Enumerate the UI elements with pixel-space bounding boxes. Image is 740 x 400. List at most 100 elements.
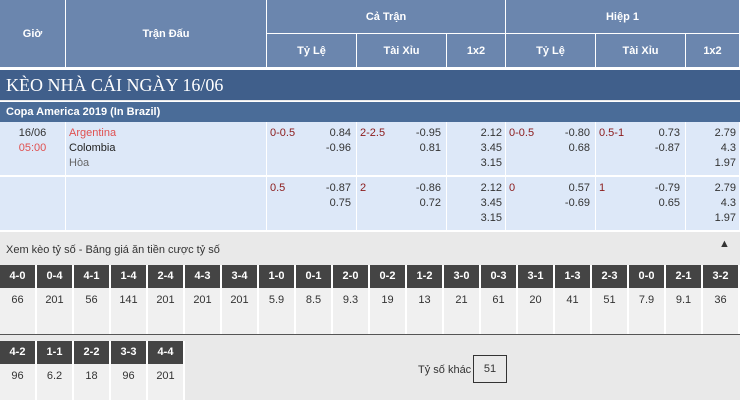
score-cell[interactable]: 2-3 51 (592, 265, 629, 334)
odds-value[interactable]: 3.15 (480, 157, 502, 169)
score-caption: Xem kèo tỷ số - Bảng giá ăn tiền cược tỷ… (6, 244, 220, 256)
col-ft-tai-xiu: Tài Xỉu (357, 34, 447, 68)
score-label: 1-0 (259, 265, 294, 288)
odds-value[interactable]: 2.12 (480, 182, 502, 194)
odds-value[interactable]: 0.84 (329, 127, 351, 139)
odds-value[interactable]: 2.79 (714, 182, 736, 194)
page-title: KÈO NHÀ CÁI NGÀY 16/06 (0, 68, 740, 100)
line-value: 2-2.5 (360, 127, 386, 139)
col-hiep1: Hiệp 1 (506, 0, 740, 34)
odds-value[interactable]: -0.86 (415, 182, 441, 194)
score-cell[interactable]: 1-2 13 (407, 265, 444, 334)
score-label: 2-4 (148, 265, 183, 288)
score-cell[interactable]: 2-2 18 (74, 341, 111, 400)
odds-value[interactable]: -0.80 (564, 127, 590, 139)
col-h1-tai-xiu: Tài Xỉu (596, 34, 686, 68)
score-label: 0-1 (296, 265, 331, 288)
odds-value[interactable]: 1.97 (714, 157, 736, 169)
score-label: 4-1 (74, 265, 109, 288)
odds-cell: 1 -0.79 0.65 (596, 177, 686, 230)
odds-value[interactable]: 2.12 (480, 127, 502, 139)
col-tran-dau: Trận Đấu (66, 0, 267, 68)
odds-value[interactable]: -0.95 (415, 127, 441, 139)
odds-value[interactable]: 3.45 (480, 197, 502, 209)
score-label: 3-3 (111, 341, 146, 364)
score-label: 1-3 (555, 265, 590, 288)
score-cell[interactable]: 1-3 41 (555, 265, 592, 334)
score-cell[interactable]: 2-4 201 (148, 265, 185, 334)
away-team[interactable]: Colombia (69, 142, 116, 154)
score-label: 0-2 (370, 265, 405, 288)
score-cell[interactable]: 4-0 66 (0, 265, 37, 334)
col-h1-ty-le: Tỷ Lệ (506, 34, 596, 68)
score-label: 3-1 (518, 265, 553, 288)
score-label: 4-0 (0, 265, 35, 288)
odds-value[interactable]: 0.81 (419, 142, 441, 154)
odds-values: -0.80 0.68 (565, 126, 590, 156)
odds-value[interactable]: 0.57 (568, 182, 590, 194)
score-odds: 9.1 (666, 288, 701, 334)
odds-value[interactable]: 0.68 (568, 142, 590, 154)
odds-value[interactable]: 1.97 (714, 212, 736, 224)
collapse-triangle-up-icon[interactable]: ▲ (719, 238, 730, 250)
score-odds: 36 (703, 288, 738, 334)
score-label: 0-3 (481, 265, 516, 288)
score-cell[interactable]: 4-2 96 (0, 341, 37, 400)
score-cell[interactable]: 3-0 21 (444, 265, 481, 334)
score-cell[interactable]: 0-1 8.5 (296, 265, 333, 334)
score-label: 1-1 (37, 341, 72, 364)
odds-value[interactable]: 4.3 (720, 197, 736, 209)
line-value: 1 (599, 182, 606, 194)
odds-values: 0.73 -0.87 (655, 126, 680, 156)
col-ft-1x2: 1x2 (447, 34, 506, 68)
match-row: 0.5 -0.87 0.75 2 -0.86 0.72 0 0.57 -0.69 1 -0.79 0.… (0, 177, 740, 232)
score-odds: 21 (444, 288, 479, 334)
odds-cell: 0-0.5 -0.80 0.68 (506, 122, 596, 175)
odds-value[interactable]: -0.96 (325, 142, 351, 154)
score-cell[interactable]: 0-3 61 (481, 265, 518, 334)
odds-value[interactable]: -0.79 (654, 182, 680, 194)
score-cell[interactable]: 3-1 20 (518, 265, 555, 334)
score-cell[interactable]: 0-0 7.9 (629, 265, 666, 334)
odds-value[interactable]: -0.87 (654, 142, 680, 154)
score-odds: 7.9 (629, 288, 664, 334)
col-h1-1x2: 1x2 (686, 34, 740, 68)
odds-value[interactable]: -0.87 (325, 182, 351, 194)
score-cell[interactable]: 1-0 5.9 (259, 265, 296, 334)
score-cell[interactable]: 0-2 19 (370, 265, 407, 334)
score-cell[interactable]: 3-2 36 (703, 265, 740, 334)
odds-cell: 0.5-1 0.73 -0.87 (596, 122, 686, 175)
score-cell[interactable]: 4-1 56 (74, 265, 111, 334)
score-label: 1-4 (111, 265, 146, 288)
other-score-label: Tỷ số khác (418, 364, 472, 376)
score-cell[interactable]: 2-1 9.1 (666, 265, 703, 334)
score-label: 3-2 (703, 265, 738, 288)
score-odds: 6.2 (37, 364, 72, 400)
odds-value[interactable]: 0.65 (658, 197, 680, 209)
score-odds: 19 (370, 288, 405, 334)
odds-value[interactable]: 3.15 (480, 212, 502, 224)
odds-value[interactable]: 0.75 (329, 197, 351, 209)
odds-value[interactable]: 2.79 (714, 127, 736, 139)
score-cell[interactable]: 4-4 201 (148, 341, 185, 400)
score-cell[interactable]: 1-4 141 (111, 265, 148, 334)
odds-value[interactable]: 4.3 (720, 142, 736, 154)
score-odds: 13 (407, 288, 442, 334)
odds-value[interactable]: 0.73 (658, 127, 680, 139)
score-cell[interactable]: 3-4 201 (222, 265, 259, 334)
odds-values: 0.84 -0.96 (326, 126, 351, 156)
score-cell[interactable]: 3-3 96 (111, 341, 148, 400)
line-value: 0 (509, 182, 516, 194)
odds-value[interactable]: 3.45 (480, 142, 502, 154)
odds-value[interactable]: 0.72 (419, 197, 441, 209)
odds-value[interactable]: -0.69 (564, 197, 590, 209)
other-score-value[interactable]: 51 (473, 355, 507, 383)
score-cell[interactable]: 4-3 201 (185, 265, 222, 334)
home-team[interactable]: Argentina (69, 127, 117, 139)
score-cell[interactable]: 2-0 9.3 (333, 265, 370, 334)
score-cell[interactable]: 0-4 201 (37, 265, 74, 334)
score-label: 4-3 (185, 265, 220, 288)
score-cell[interactable]: 1-1 6.2 (37, 341, 74, 400)
score-label: 3-4 (222, 265, 257, 288)
score-odds: 61 (481, 288, 516, 334)
